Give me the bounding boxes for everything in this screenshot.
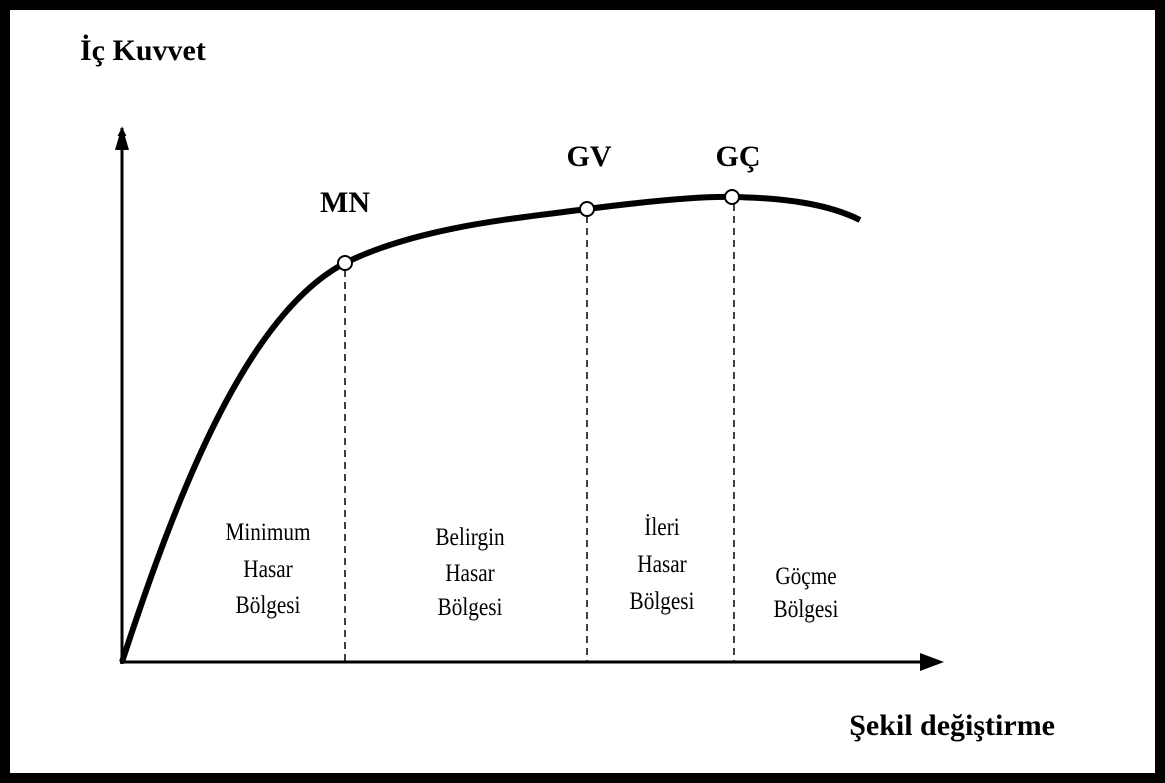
region-label: Hasar	[637, 550, 687, 578]
region-label: Göçme	[775, 562, 836, 590]
region-label: Bölgesi	[630, 587, 695, 615]
dividers	[344, 204, 735, 662]
y-axis-label: İç Kuvvet	[80, 34, 206, 67]
curve	[119, 193, 862, 663]
region-label: Belirgin	[435, 523, 505, 551]
x-arrow	[920, 653, 944, 671]
region-label: Bölgesi	[438, 593, 503, 621]
y-arrow	[115, 126, 129, 150]
point	[579, 201, 595, 217]
point-label: GÇ	[716, 140, 761, 173]
region-label: İleri	[644, 513, 679, 541]
region-label: Minimum	[226, 518, 311, 546]
region-label: Bölgesi	[236, 591, 301, 619]
point-label: GV	[567, 140, 612, 173]
region-labels: Minimum Hasar Bölgesi Belirgin Hasar Bölgesi İ…	[226, 513, 839, 623]
point	[724, 189, 740, 205]
point-label: MN	[320, 186, 370, 219]
x-axis-label: Şekil değiştirme	[849, 709, 1055, 742]
region-label: Hasar	[243, 555, 293, 583]
region-label: Hasar	[445, 559, 495, 587]
point	[337, 255, 353, 271]
region-label: Bölgesi	[774, 595, 839, 623]
